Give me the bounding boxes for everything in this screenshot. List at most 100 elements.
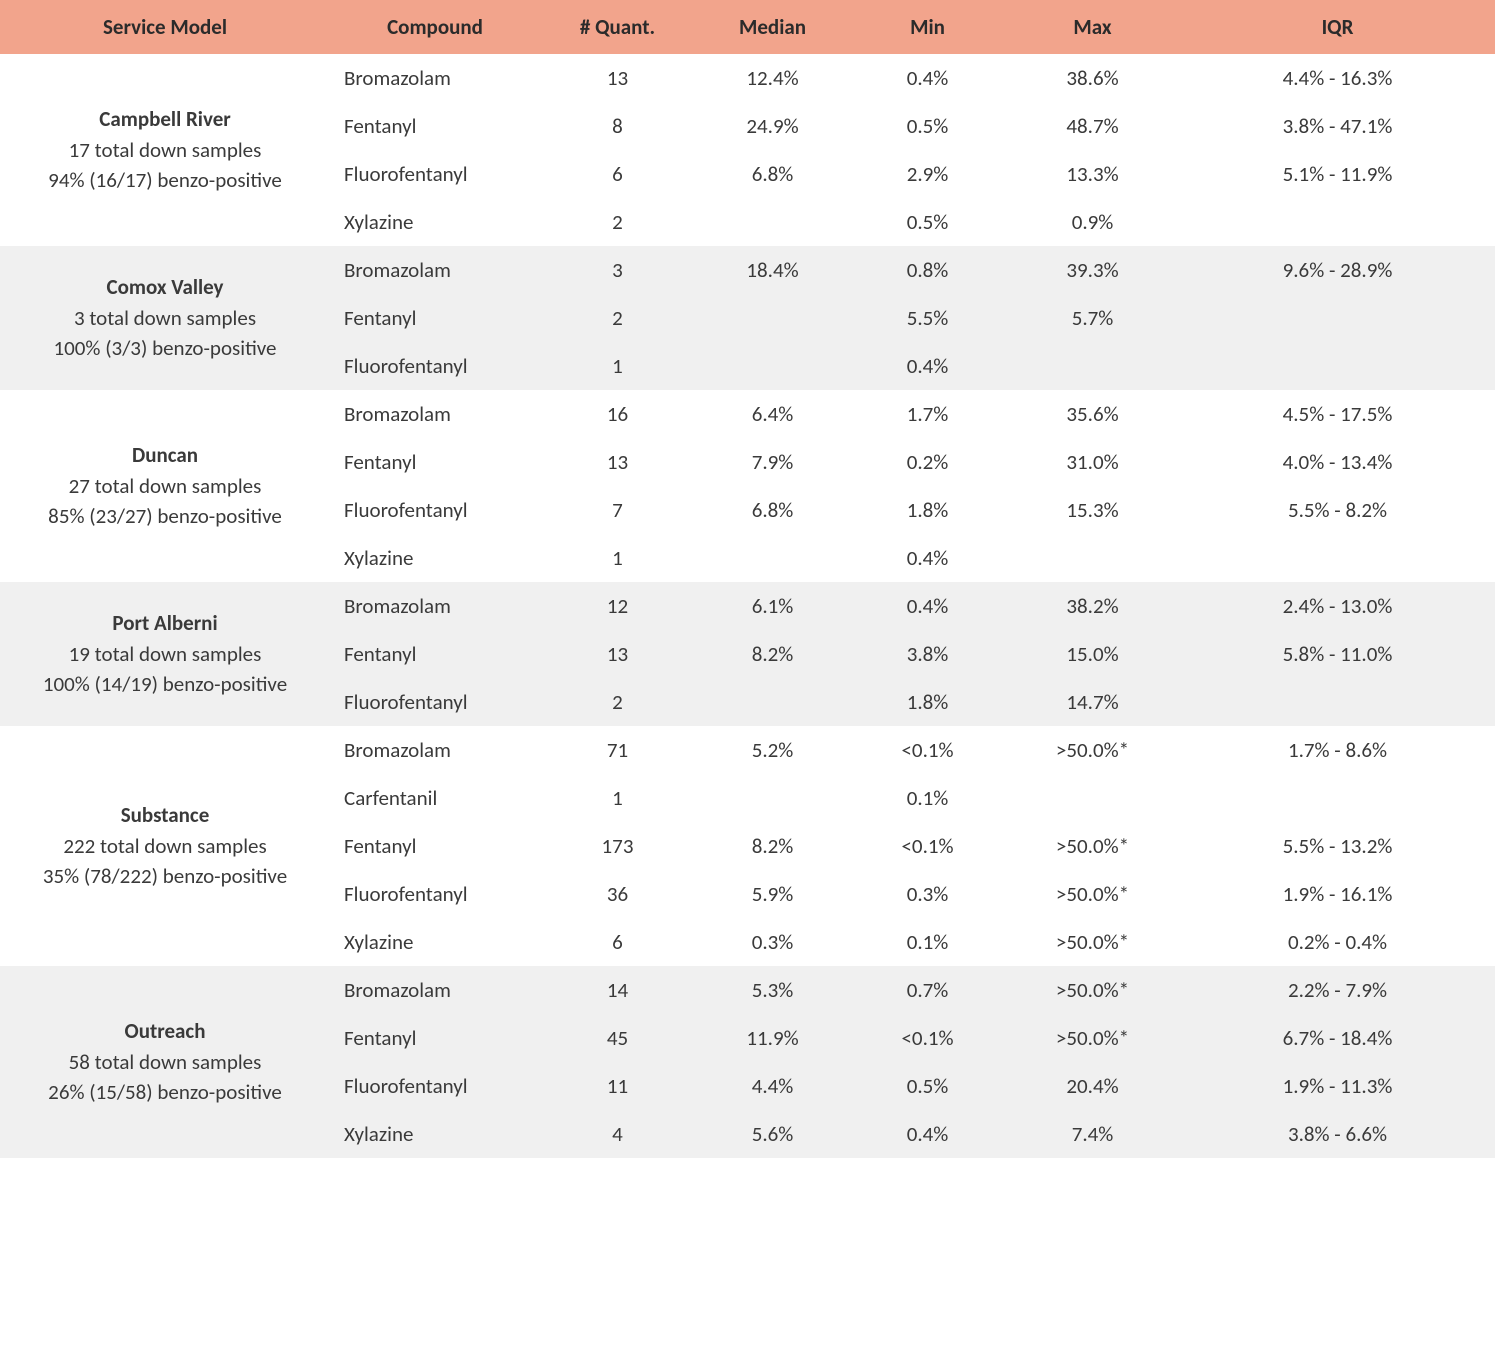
iqr-cell: 5.8% - 11.0% [1180, 630, 1495, 678]
service-name: Port Alberni [10, 608, 320, 638]
max-cell: 14.7% [1005, 678, 1180, 726]
service-sub-benzo: 26% (15/58) benzo-positive [10, 1077, 320, 1107]
max-cell: 15.0% [1005, 630, 1180, 678]
iqr-cell: 2.4% - 13.0% [1180, 582, 1495, 630]
min-cell: <0.1% [850, 822, 1005, 870]
col-header-median: Median [695, 0, 850, 54]
max-cell: >50.0%* [1005, 870, 1180, 918]
compound-cell: Bromazolam [330, 582, 540, 630]
quant-cell: 4 [540, 1110, 695, 1158]
compound-cell: Bromazolam [330, 390, 540, 438]
quant-cell: 6 [540, 150, 695, 198]
quant-cell: 36 [540, 870, 695, 918]
median-cell: 18.4% [695, 246, 850, 294]
service-name: Duncan [10, 440, 320, 470]
service-model-cell: Outreach58 total down samples26% (15/58)… [0, 966, 330, 1158]
median-cell: 6.8% [695, 486, 850, 534]
iqr-cell: 4.4% - 16.3% [1180, 54, 1495, 102]
service-model-cell: Campbell River17 total down samples94% (… [0, 54, 330, 246]
iqr-cell [1180, 342, 1495, 390]
service-sub-benzo: 100% (14/19) benzo-positive [10, 669, 320, 699]
median-cell [695, 774, 850, 822]
min-cell: 0.4% [850, 54, 1005, 102]
min-cell: 0.5% [850, 1062, 1005, 1110]
table-row: Comox Valley3 total down samples100% (3/… [0, 246, 1495, 294]
min-cell: 0.1% [850, 774, 1005, 822]
iqr-cell: 9.6% - 28.9% [1180, 246, 1495, 294]
min-cell: 5.5% [850, 294, 1005, 342]
iqr-cell [1180, 294, 1495, 342]
median-cell: 6.4% [695, 390, 850, 438]
max-cell: >50.0%* [1005, 726, 1180, 774]
col-header-iqr: IQR [1180, 0, 1495, 54]
iqr-cell: 1.9% - 11.3% [1180, 1062, 1495, 1110]
table-row: Substance222 total down samples35% (78/2… [0, 726, 1495, 774]
col-header-service: Service Model [0, 0, 330, 54]
service-model-cell: Substance222 total down samples35% (78/2… [0, 726, 330, 966]
col-header-min: Min [850, 0, 1005, 54]
max-cell [1005, 774, 1180, 822]
compound-cell: Xylazine [330, 918, 540, 966]
compound-cell: Fentanyl [330, 630, 540, 678]
max-cell: >50.0%* [1005, 822, 1180, 870]
compound-cell: Fentanyl [330, 294, 540, 342]
min-cell: 1.8% [850, 486, 1005, 534]
compound-cell: Xylazine [330, 534, 540, 582]
min-cell: 1.8% [850, 678, 1005, 726]
iqr-cell: 6.7% - 18.4% [1180, 1014, 1495, 1062]
compound-cell: Bromazolam [330, 726, 540, 774]
median-cell [695, 534, 850, 582]
compound-cell: Fluorofentanyl [330, 1062, 540, 1110]
iqr-cell: 2.2% - 7.9% [1180, 966, 1495, 1014]
max-cell [1005, 342, 1180, 390]
quant-cell: 11 [540, 1062, 695, 1110]
min-cell: <0.1% [850, 1014, 1005, 1062]
max-cell: >50.0%* [1005, 1014, 1180, 1062]
min-cell: 1.7% [850, 390, 1005, 438]
median-cell: 5.3% [695, 966, 850, 1014]
min-cell: 0.5% [850, 102, 1005, 150]
min-cell: 2.9% [850, 150, 1005, 198]
service-name: Campbell River [10, 104, 320, 134]
service-sub-samples: 19 total down samples [10, 639, 320, 669]
compound-cell: Fentanyl [330, 822, 540, 870]
max-cell: 0.9% [1005, 198, 1180, 246]
service-model-cell: Duncan27 total down samples85% (23/27) b… [0, 390, 330, 582]
service-sub-samples: 58 total down samples [10, 1047, 320, 1077]
quant-cell: 173 [540, 822, 695, 870]
max-cell: 20.4% [1005, 1062, 1180, 1110]
max-cell: >50.0%* [1005, 966, 1180, 1014]
median-cell: 5.2% [695, 726, 850, 774]
min-cell: 0.4% [850, 342, 1005, 390]
compound-cell: Fluorofentanyl [330, 486, 540, 534]
max-cell: 38.2% [1005, 582, 1180, 630]
service-sub-samples: 27 total down samples [10, 471, 320, 501]
quant-cell: 16 [540, 390, 695, 438]
service-compound-table: Service Model Compound # Quant. Median M… [0, 0, 1495, 1158]
median-cell: 11.9% [695, 1014, 850, 1062]
median-cell: 6.8% [695, 150, 850, 198]
service-sub-samples: 17 total down samples [10, 135, 320, 165]
min-cell: 0.4% [850, 1110, 1005, 1158]
iqr-cell [1180, 534, 1495, 582]
service-name: Substance [10, 800, 320, 830]
median-cell [695, 294, 850, 342]
iqr-cell: 3.8% - 47.1% [1180, 102, 1495, 150]
compound-cell: Bromazolam [330, 246, 540, 294]
max-cell: 13.3% [1005, 150, 1180, 198]
compound-cell: Fluorofentanyl [330, 678, 540, 726]
quant-cell: 45 [540, 1014, 695, 1062]
max-cell: 31.0% [1005, 438, 1180, 486]
compound-cell: Fluorofentanyl [330, 342, 540, 390]
quant-cell: 2 [540, 198, 695, 246]
compound-cell: Fluorofentanyl [330, 870, 540, 918]
table-header-row: Service Model Compound # Quant. Median M… [0, 0, 1495, 54]
min-cell: 0.8% [850, 246, 1005, 294]
service-sub-samples: 222 total down samples [10, 831, 320, 861]
max-cell: 5.7% [1005, 294, 1180, 342]
iqr-cell: 5.5% - 8.2% [1180, 486, 1495, 534]
service-name: Outreach [10, 1016, 320, 1046]
iqr-cell: 1.7% - 8.6% [1180, 726, 1495, 774]
max-cell [1005, 534, 1180, 582]
table-row: Port Alberni19 total down samples100% (1… [0, 582, 1495, 630]
